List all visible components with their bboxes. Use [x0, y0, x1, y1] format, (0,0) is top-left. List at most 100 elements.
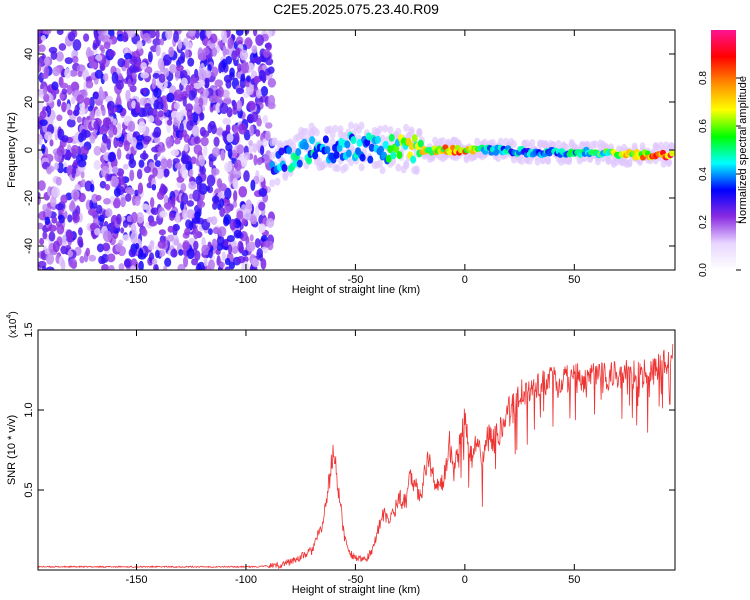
noise-blob [208, 248, 213, 259]
noise-blob [236, 144, 245, 155]
signal-blob [388, 133, 395, 142]
noise-blob [80, 128, 87, 141]
halo-blob [489, 139, 496, 148]
noise-blob [187, 57, 195, 67]
noise-blob [208, 95, 218, 104]
noise-blob [78, 238, 83, 248]
halo-blob [403, 123, 410, 132]
signal-blob [393, 144, 400, 153]
noise-blob [107, 105, 115, 117]
noise-blob [152, 38, 162, 46]
noise-blob [157, 58, 165, 70]
noise-blob [222, 44, 227, 57]
noise-blob [267, 78, 277, 88]
noise-blob [142, 32, 151, 42]
noise-blob [179, 122, 184, 134]
snr-scale-label: (x104) [6, 311, 19, 338]
noise-blob [64, 151, 73, 158]
noise-blob [254, 238, 261, 248]
noise-blob [227, 148, 233, 159]
noise-blob [131, 72, 137, 80]
noise-blob [224, 187, 232, 200]
noise-blob [194, 96, 200, 105]
colorbar-scale [711, 30, 736, 270]
noise-blob [95, 54, 103, 62]
noise-blob [261, 138, 268, 148]
noise-blob [156, 96, 163, 105]
noise-blob [166, 158, 173, 169]
snr-scale-exponent: 4 [6, 315, 13, 319]
noise-blob [151, 258, 158, 265]
noise-blob [60, 245, 68, 255]
noise-blob [158, 73, 166, 84]
noise-blob [188, 90, 196, 101]
snr-xtick-label: -100 [235, 574, 257, 586]
noise-blob [154, 160, 162, 167]
noise-blob [135, 101, 141, 114]
noise-blob [184, 49, 189, 59]
signal-blob [278, 147, 285, 156]
noise-blob [101, 106, 106, 117]
noise-blob [80, 179, 87, 188]
noise-blob [138, 260, 144, 270]
halo-blob [395, 127, 402, 136]
noise-blob [232, 177, 239, 189]
halo-blob [379, 134, 386, 143]
noise-blob [211, 195, 220, 204]
noise-blob [182, 95, 187, 107]
noise-blob [94, 108, 102, 118]
halo-blob [408, 126, 415, 135]
noise-blob [239, 49, 249, 61]
halo-blob [342, 163, 349, 172]
noise-blob [102, 230, 112, 243]
noise-blob [173, 238, 180, 246]
noise-blob [186, 247, 195, 260]
noise-blob [83, 33, 90, 42]
noise-blob [215, 127, 224, 136]
signal-blob [309, 136, 316, 145]
noise-blob [219, 183, 227, 192]
noise-blob [111, 71, 119, 84]
noise-blob [38, 149, 43, 160]
spectrogram-xtick-label: 0 [462, 274, 468, 286]
snr-ylabel: SNR (10 * v/v) [6, 415, 18, 485]
noise-blob [70, 81, 80, 92]
noise-blob [77, 71, 83, 78]
noise-blob [263, 240, 271, 248]
noise-blob [221, 251, 226, 261]
noise-blob [129, 55, 138, 65]
noise-blob [174, 89, 183, 100]
noise-blob [50, 196, 57, 208]
noise-blob [193, 136, 201, 145]
noise-blob [87, 208, 97, 216]
noise-blob [67, 250, 74, 258]
noise-blob [265, 42, 272, 51]
noise-blob [60, 194, 68, 204]
noise-blob [160, 158, 169, 170]
noise-blob [177, 39, 183, 50]
noise-blob [267, 94, 276, 107]
noise-blob [129, 85, 137, 93]
noise-blob [199, 30, 205, 42]
noise-blob [216, 255, 221, 266]
signal-blob [302, 141, 309, 150]
noise-blob [186, 41, 193, 49]
noise-blob [256, 117, 262, 127]
noise-blob [155, 114, 160, 126]
noise-blob [196, 181, 202, 192]
noise-blob [184, 227, 191, 236]
signal-blob [365, 132, 372, 141]
halo-blob [626, 158, 633, 167]
noise-blob [250, 179, 256, 191]
noise-blob [76, 94, 85, 104]
noise-blob [155, 30, 160, 40]
noise-blob [56, 99, 62, 107]
noise-blob [103, 136, 108, 144]
noise-blob [98, 86, 103, 98]
spectrogram-ytick-label: 0 [23, 147, 35, 153]
noise-blob [173, 138, 181, 145]
noise-blob [260, 86, 269, 97]
noise-blob [138, 248, 144, 258]
noise-blob [38, 133, 43, 146]
snr-xtick-label: 50 [568, 574, 580, 586]
